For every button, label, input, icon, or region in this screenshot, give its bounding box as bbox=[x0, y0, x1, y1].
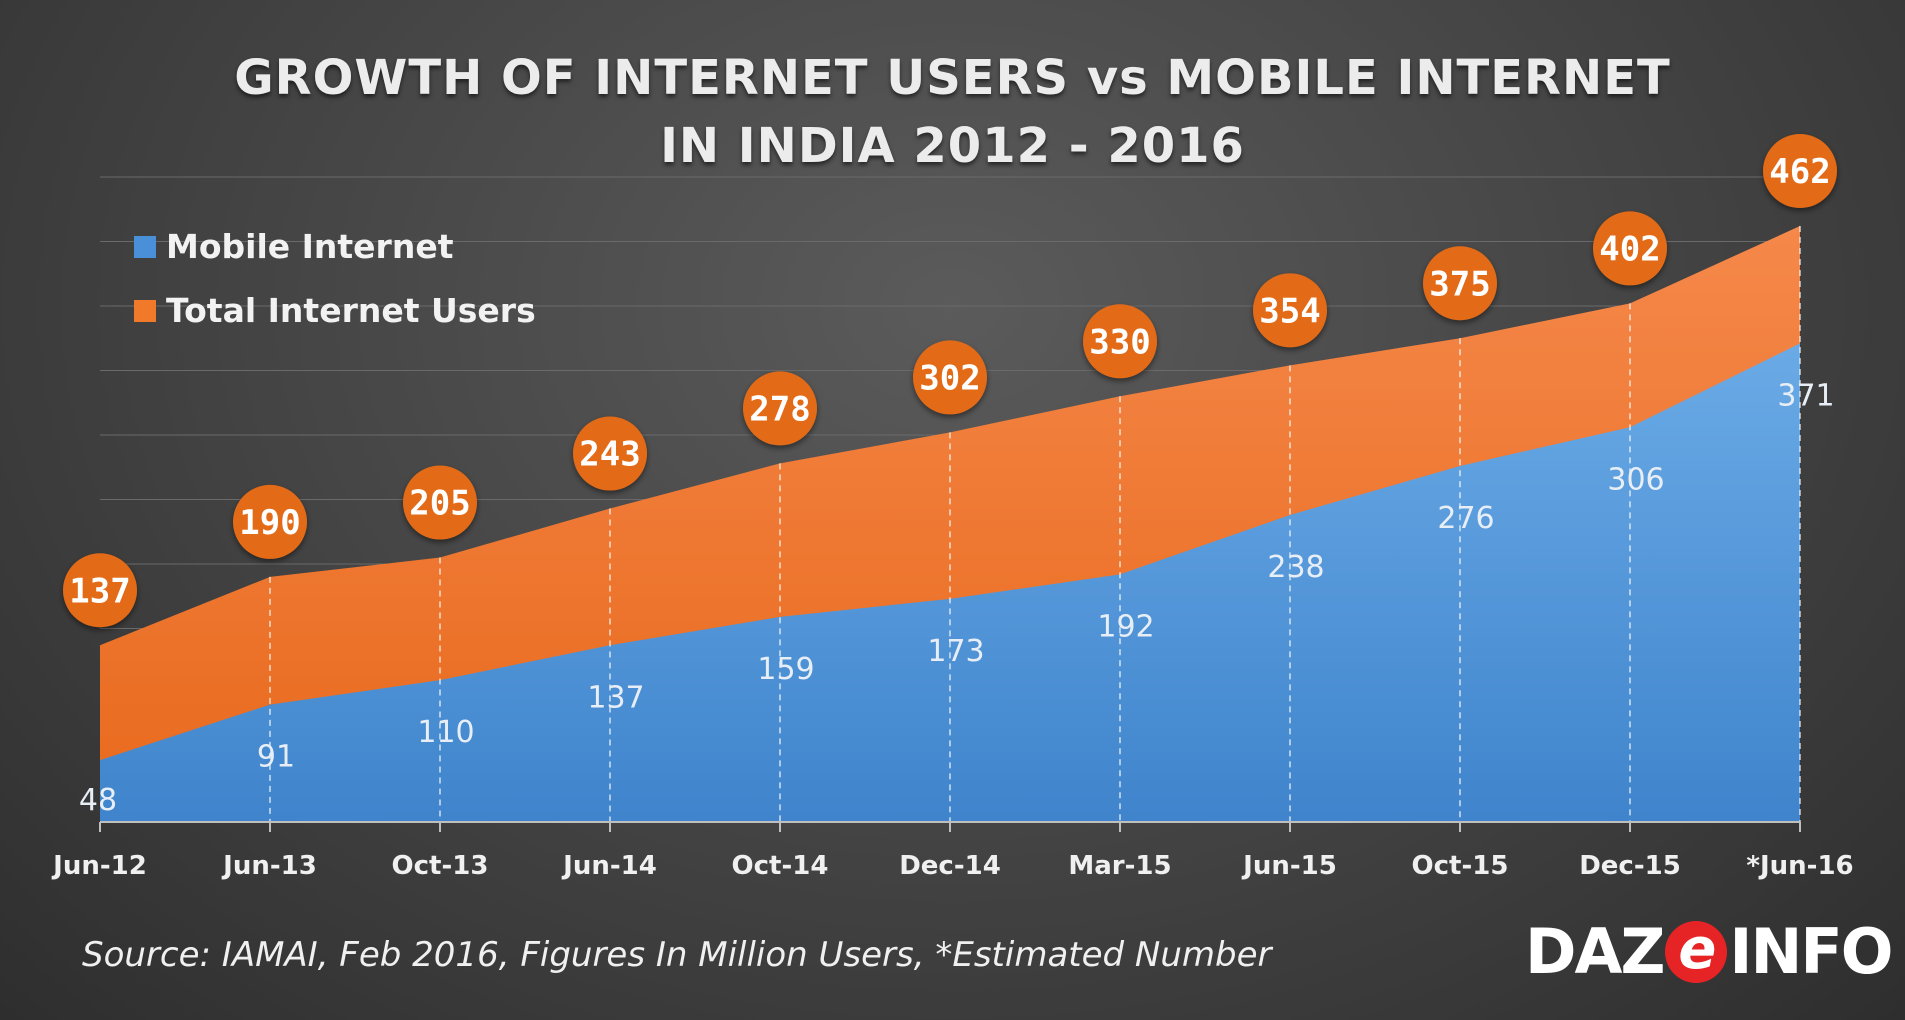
total-value-label: 330 bbox=[1089, 322, 1150, 362]
legend-swatch bbox=[134, 300, 156, 322]
legend-item: Total Internet Users bbox=[134, 291, 536, 330]
x-tick-label: Oct-15 bbox=[1412, 851, 1509, 881]
total-value-bubble: 205 bbox=[403, 465, 477, 540]
source-note: Source: IAMAI, Feb 2016, Figures In Mill… bbox=[82, 935, 1272, 975]
bubble-circle bbox=[1593, 211, 1667, 286]
mobile-value-label: 238 bbox=[1267, 550, 1324, 585]
bubble-circle bbox=[1763, 134, 1837, 209]
chart-title-line-2: IN INDIA 2012 - 2016 bbox=[660, 118, 1245, 174]
total-value-label: 190 bbox=[239, 503, 300, 543]
logo-text-part-1: DAZ bbox=[1525, 915, 1665, 988]
bubble-circle bbox=[573, 416, 647, 491]
mobile-value-label: 159 bbox=[757, 652, 814, 687]
total-value-bubble: 243 bbox=[573, 416, 647, 491]
mobile-value-label: 91 bbox=[257, 740, 295, 775]
x-tick-label: Jun-14 bbox=[561, 851, 657, 881]
bubble-circle bbox=[63, 553, 137, 628]
bubble-circle bbox=[233, 484, 307, 559]
total-value-label: 375 bbox=[1429, 264, 1490, 304]
total-value-bubble: 190 bbox=[233, 484, 307, 559]
x-tick-label: Dec-14 bbox=[899, 851, 1001, 881]
legend-swatch bbox=[134, 236, 156, 258]
x-tick-label: Jun-15 bbox=[1241, 851, 1337, 881]
total-value-bubble: 302 bbox=[913, 340, 987, 415]
mobile-value-label: 173 bbox=[927, 634, 984, 669]
bubble-circle bbox=[1423, 246, 1497, 321]
total-value-label: 462 bbox=[1769, 152, 1830, 192]
mobile-value-label: 371 bbox=[1777, 378, 1834, 413]
legend-label: Total Internet Users bbox=[166, 291, 536, 330]
mobile-value-label: 48 bbox=[79, 783, 117, 818]
x-tick-label: Dec-15 bbox=[1579, 851, 1681, 881]
mobile-internet-area bbox=[100, 343, 1800, 822]
total-value-label: 402 bbox=[1599, 229, 1660, 269]
drop-lines bbox=[269, 226, 1801, 822]
legend: Mobile Internet Total Internet Users bbox=[134, 227, 536, 330]
data-labels: 137 48 190 91 205 110 243 137 278 159 302 173 330 192… bbox=[63, 134, 1837, 818]
x-tick-label: Mar-15 bbox=[1068, 851, 1171, 881]
mobile-value-label: 110 bbox=[417, 715, 474, 750]
mobile-value-label: 137 bbox=[587, 680, 644, 715]
total-value-label: 302 bbox=[919, 358, 980, 398]
bubble-circle bbox=[403, 465, 477, 540]
total-value-bubble: 402 bbox=[1593, 211, 1667, 286]
x-tick-label: *Jun-16 bbox=[1746, 851, 1853, 881]
bubble-circle bbox=[913, 340, 987, 415]
total-value-bubble: 278 bbox=[743, 371, 817, 446]
total-value-label: 205 bbox=[409, 484, 470, 524]
total-value-bubble: 354 bbox=[1253, 273, 1327, 348]
logo-text-part-2: INFO bbox=[1729, 915, 1893, 988]
legend-label: Mobile Internet bbox=[166, 227, 454, 266]
chart-title-line-1: GROWTH OF INTERNET USERS vs MOBILE INTER… bbox=[234, 50, 1671, 106]
total-value-bubble: 330 bbox=[1083, 304, 1157, 379]
x-axis: Jun-12 Jun-13 Oct-13 Jun-14 Oct-14 Dec-14 Mar-… bbox=[51, 821, 1854, 881]
x-tick-label: Oct-14 bbox=[732, 851, 829, 881]
x-tick-label: Jun-13 bbox=[221, 851, 317, 881]
total-value-label: 137 bbox=[69, 571, 130, 611]
bubble-circle bbox=[1253, 273, 1327, 348]
mobile-value-label: 192 bbox=[1097, 609, 1154, 644]
total-value-label: 278 bbox=[749, 389, 810, 429]
x-tick-label: Oct-13 bbox=[392, 851, 489, 881]
bubble-circle bbox=[1083, 304, 1157, 379]
legend-item: Mobile Internet bbox=[134, 227, 454, 266]
bubble-circle bbox=[743, 371, 817, 446]
total-value-bubble: 462 bbox=[1763, 134, 1837, 209]
chart-title: GROWTH OF INTERNET USERS vs MOBILE INTER… bbox=[0, 44, 1905, 180]
total-value-bubble: 137 bbox=[63, 553, 137, 628]
logo-e-mark: e bbox=[1665, 920, 1728, 983]
mobile-value-label: 306 bbox=[1607, 462, 1664, 497]
total-value-bubble: 375 bbox=[1423, 246, 1497, 321]
total-value-label: 354 bbox=[1259, 291, 1320, 331]
mobile-value-label: 276 bbox=[1437, 501, 1494, 536]
total-value-label: 243 bbox=[579, 435, 640, 475]
dazeinfo-logo: DAZ e INFO bbox=[1525, 915, 1893, 988]
x-tick-label: Jun-12 bbox=[51, 851, 147, 881]
